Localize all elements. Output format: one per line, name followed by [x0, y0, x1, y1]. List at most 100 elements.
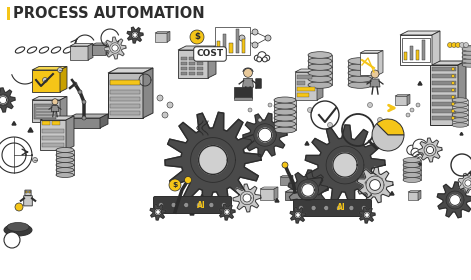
Polygon shape	[150, 204, 166, 220]
Bar	[422, 40, 425, 60]
Polygon shape	[108, 73, 143, 118]
Polygon shape	[395, 96, 407, 105]
Polygon shape	[348, 67, 372, 73]
Polygon shape	[418, 81, 422, 85]
Polygon shape	[66, 116, 74, 150]
Bar	[189, 71, 195, 75]
Circle shape	[167, 102, 173, 108]
Polygon shape	[462, 49, 471, 53]
Polygon shape	[308, 73, 332, 79]
Polygon shape	[310, 192, 314, 195]
Bar	[416, 50, 419, 60]
Bar	[181, 67, 187, 70]
Circle shape	[265, 35, 271, 41]
Circle shape	[423, 145, 433, 155]
Polygon shape	[133, 33, 137, 37]
Polygon shape	[288, 170, 328, 210]
Text: AI: AI	[197, 200, 206, 209]
Polygon shape	[191, 137, 236, 182]
Bar	[181, 71, 187, 75]
Polygon shape	[243, 78, 253, 87]
Circle shape	[42, 78, 48, 83]
Text: PROCESS AUTOMATION: PROCESS AUTOMATION	[13, 6, 204, 22]
Bar	[242, 39, 245, 53]
Circle shape	[254, 55, 260, 61]
Polygon shape	[32, 97, 67, 100]
Polygon shape	[432, 31, 440, 65]
Circle shape	[171, 202, 176, 207]
Circle shape	[185, 176, 192, 183]
Circle shape	[239, 35, 245, 41]
Polygon shape	[56, 160, 74, 165]
Bar	[110, 80, 140, 85]
Polygon shape	[365, 213, 369, 217]
Polygon shape	[460, 132, 463, 135]
Polygon shape	[308, 79, 332, 85]
Circle shape	[258, 118, 262, 122]
Bar	[432, 102, 456, 106]
Polygon shape	[258, 128, 272, 142]
Circle shape	[264, 55, 270, 61]
Ellipse shape	[274, 115, 296, 121]
Circle shape	[4, 232, 20, 248]
Bar	[432, 67, 456, 71]
Polygon shape	[285, 192, 305, 200]
Bar	[181, 62, 187, 65]
Ellipse shape	[403, 158, 421, 162]
Bar	[189, 67, 195, 70]
Polygon shape	[378, 50, 383, 75]
Polygon shape	[462, 57, 471, 61]
FancyBboxPatch shape	[24, 196, 32, 206]
Polygon shape	[348, 79, 372, 85]
Bar	[402, 38, 430, 62]
Polygon shape	[260, 187, 278, 189]
Polygon shape	[452, 120, 468, 125]
Polygon shape	[100, 114, 108, 128]
Circle shape	[377, 118, 382, 123]
Polygon shape	[458, 61, 466, 125]
Circle shape	[15, 203, 23, 211]
Text: $: $	[194, 32, 200, 41]
Circle shape	[244, 69, 252, 77]
Polygon shape	[70, 43, 93, 46]
Polygon shape	[452, 115, 468, 120]
Circle shape	[463, 43, 469, 48]
Polygon shape	[408, 190, 421, 192]
Circle shape	[452, 95, 455, 99]
Circle shape	[349, 206, 354, 211]
Bar	[404, 52, 407, 60]
Circle shape	[406, 113, 410, 117]
Circle shape	[336, 206, 341, 211]
Bar	[234, 87, 252, 98]
Ellipse shape	[274, 109, 296, 115]
Bar	[189, 62, 195, 65]
Circle shape	[252, 29, 258, 35]
Circle shape	[32, 157, 38, 162]
Polygon shape	[308, 55, 332, 61]
Ellipse shape	[308, 52, 332, 58]
Polygon shape	[240, 191, 254, 205]
Circle shape	[447, 43, 453, 48]
Polygon shape	[308, 61, 332, 67]
Polygon shape	[68, 114, 108, 118]
Bar	[217, 41, 220, 53]
FancyBboxPatch shape	[154, 197, 232, 213]
Polygon shape	[28, 128, 33, 132]
Ellipse shape	[403, 178, 421, 183]
Polygon shape	[112, 45, 118, 51]
Ellipse shape	[348, 76, 372, 82]
Polygon shape	[359, 207, 375, 223]
Ellipse shape	[56, 153, 74, 157]
Ellipse shape	[403, 162, 421, 167]
Polygon shape	[12, 122, 16, 125]
Polygon shape	[56, 165, 74, 170]
Polygon shape	[223, 208, 231, 216]
Bar	[432, 81, 456, 85]
Ellipse shape	[274, 103, 296, 109]
Polygon shape	[68, 118, 100, 128]
Polygon shape	[348, 61, 372, 67]
Polygon shape	[296, 213, 300, 217]
Circle shape	[221, 202, 227, 207]
Circle shape	[407, 145, 416, 155]
Polygon shape	[305, 190, 310, 200]
